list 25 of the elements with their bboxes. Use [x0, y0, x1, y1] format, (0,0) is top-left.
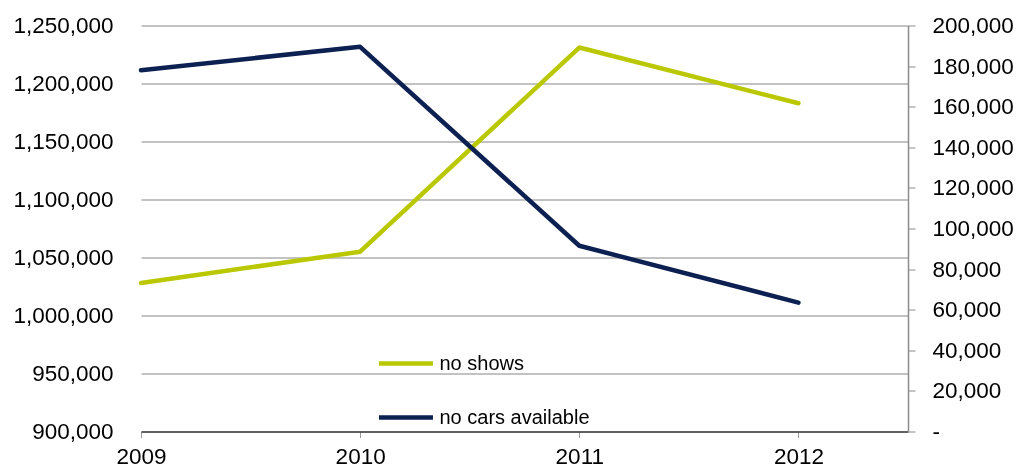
y2-tick-label: 140,000 — [932, 134, 1014, 160]
y2-tick-label: 180,000 — [932, 53, 1014, 79]
x-tick-label: 2009 — [116, 444, 167, 468]
y2-tick-label: 60,000 — [932, 297, 1002, 323]
y2-tick-label: 80,000 — [932, 256, 1002, 282]
y-tick-label: 950,000 — [32, 361, 114, 386]
x-tick-label: 2011 — [555, 444, 604, 468]
y-tick-label: 1,000,000 — [13, 303, 114, 328]
y-tick-label: 1,050,000 — [13, 245, 114, 270]
y-tick-label: 1,250,000 — [13, 13, 114, 38]
y-tick-label: 1,150,000 — [13, 129, 114, 154]
y-tick-label: 900,000 — [32, 419, 114, 444]
y-tick-label: 1,100,000 — [13, 187, 114, 212]
y2-tick-label: 160,000 — [932, 94, 1014, 120]
x-tick-label: 2010 — [335, 444, 386, 468]
legend-label: no shows — [439, 351, 524, 374]
x-tick-label: 2012 — [773, 444, 824, 468]
legend-label: no cars available — [439, 405, 590, 428]
y2-tick-label: 20,000 — [932, 378, 1002, 404]
y2-tick-label: 200,000 — [932, 13, 1014, 38]
y2-tick-label: 40,000 — [932, 337, 1002, 363]
y-tick-label: 1,200,000 — [13, 71, 114, 96]
y2-tick-label: - — [932, 419, 940, 444]
y2-tick-label: 100,000 — [932, 216, 1014, 241]
y2-tick-label: 120,000 — [932, 175, 1014, 201]
